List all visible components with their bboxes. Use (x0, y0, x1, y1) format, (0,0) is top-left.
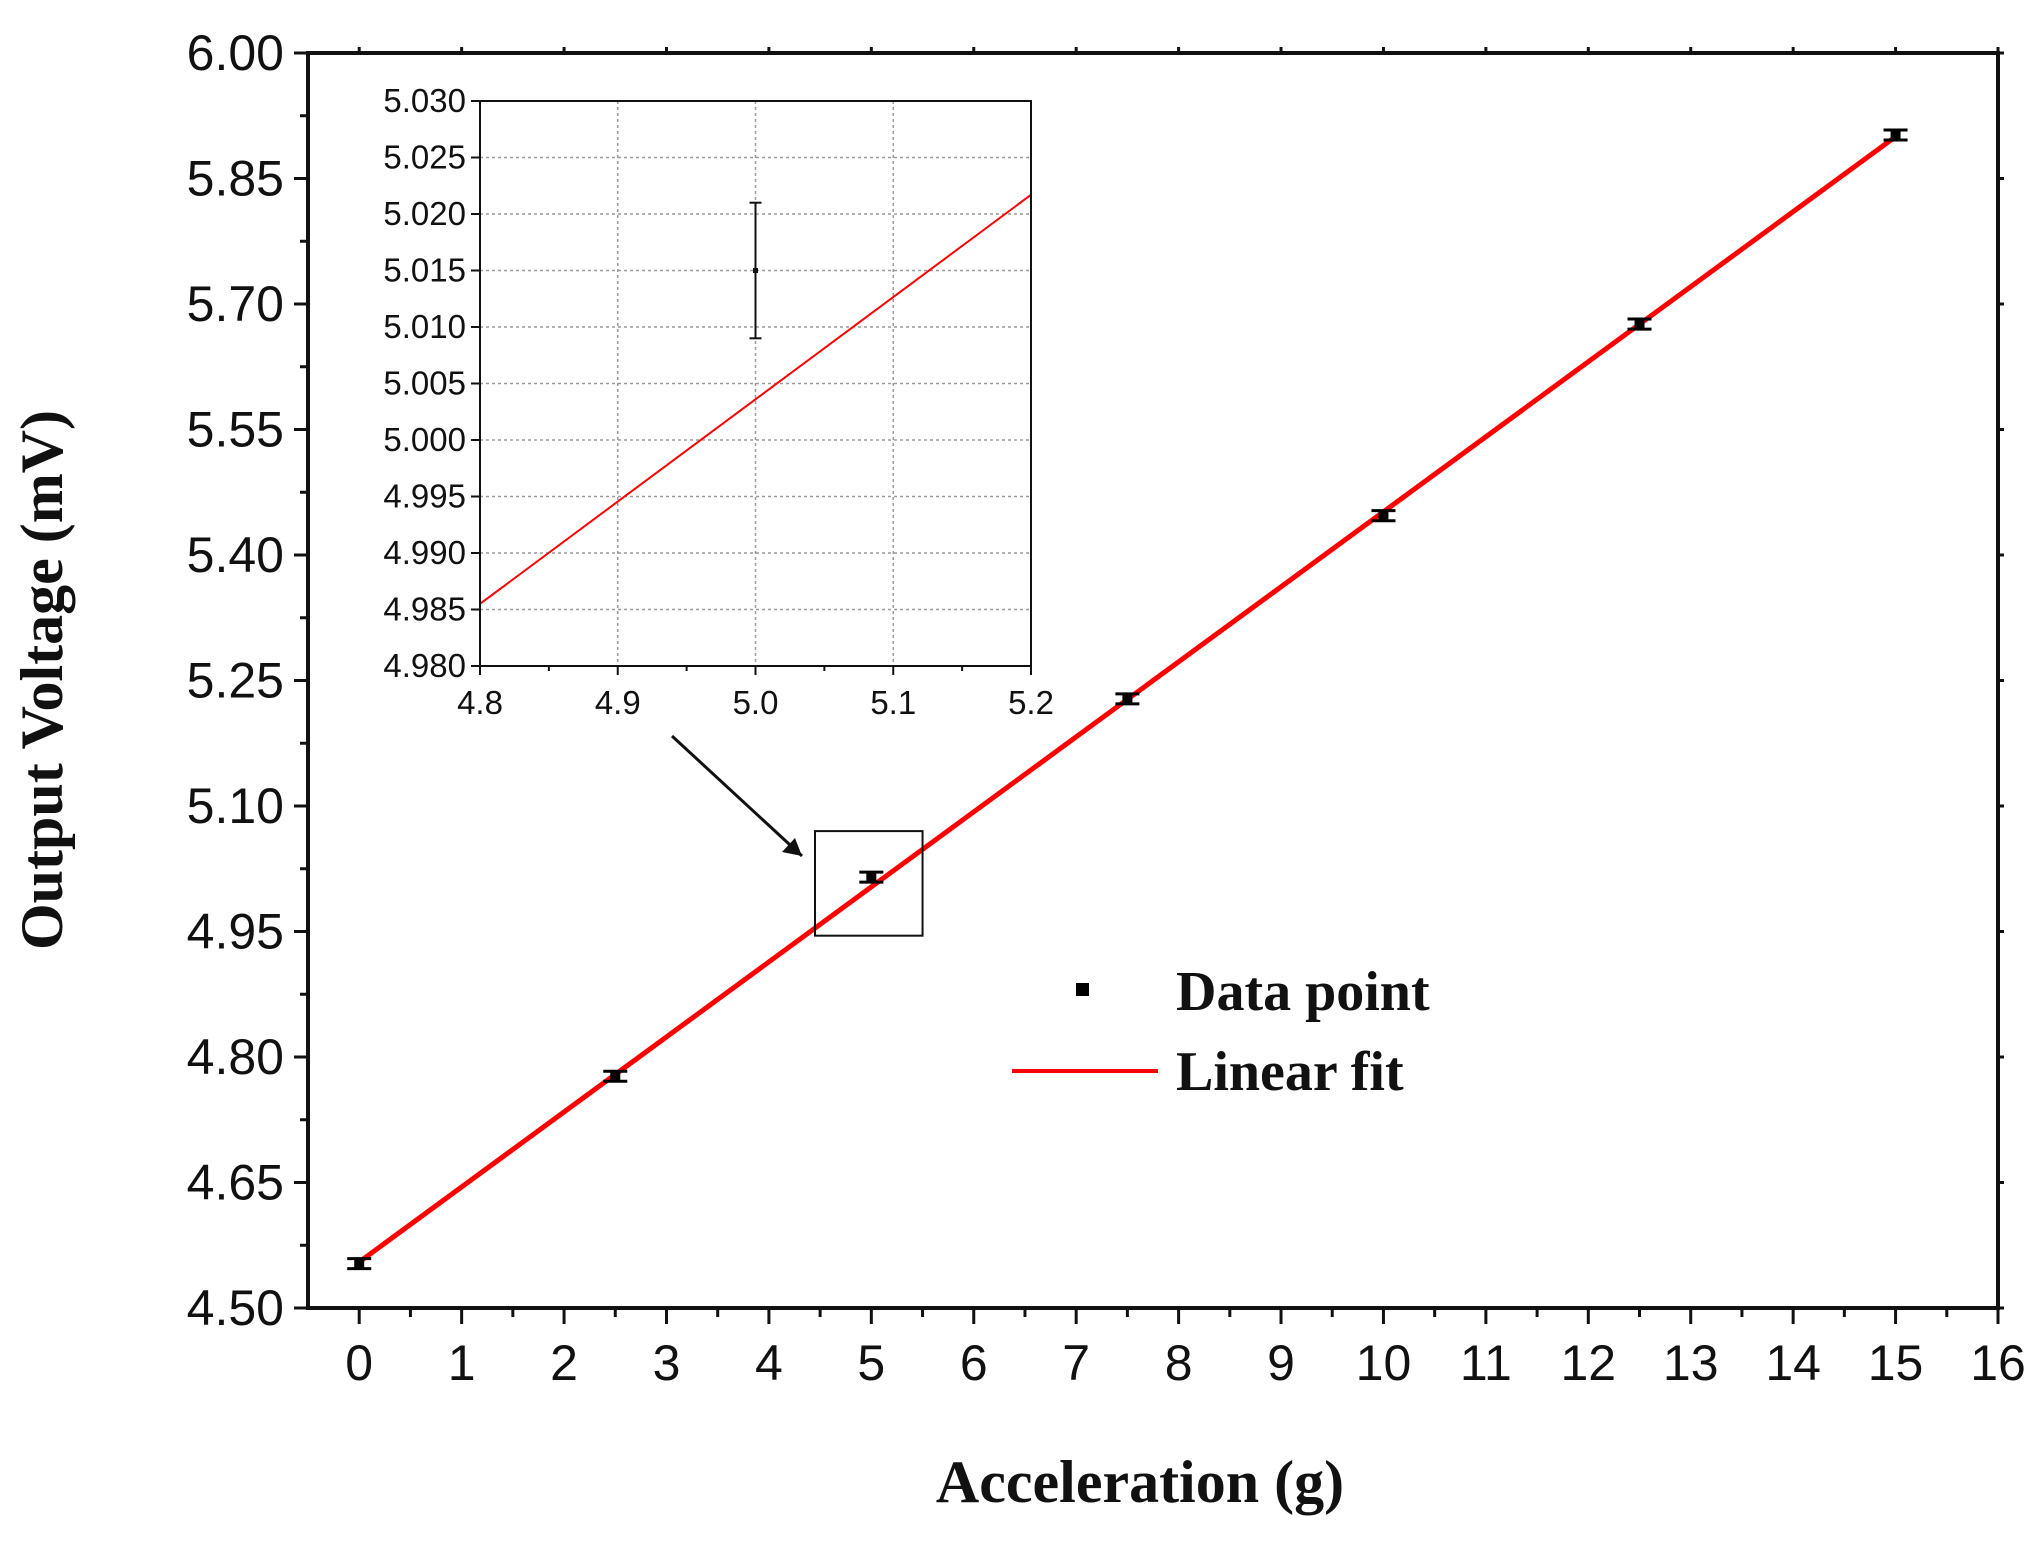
x-tick-label: 16 (1970, 1335, 2026, 1391)
y-tick-labels: 4.50 4.65 4.80 4.95 5.10 5.25 5.40 5.55 5.70 5.85… (187, 25, 284, 1336)
inset-y-tick-label: 5.025 (383, 139, 466, 176)
inset-y-tick-label: 4.980 (383, 647, 466, 684)
inset-point-marker (753, 268, 758, 273)
main-axis-ticks (294, 47, 2004, 1324)
data-point (610, 1071, 621, 1082)
legend-label-data-point: Data point (1176, 961, 1430, 1023)
x-tick-label: 5 (857, 1335, 885, 1391)
y-axis-title: Output Voltage (mV) (9, 410, 75, 950)
x-tick-labels: 0 1 2 3 4 5 6 7 8 9 10 11 12 13 14 15 16 (345, 1335, 2026, 1391)
x-tick-label: 7 (1062, 1335, 1090, 1391)
y-tick-label: 5.25 (187, 653, 284, 709)
inset-x-tick-label: 5.0 (733, 684, 779, 721)
x-tick-label: 4 (755, 1335, 783, 1391)
y-tick-label: 5.10 (187, 778, 284, 834)
inset-y-tick-labels: 4.980 4.985 4.990 4.995 5.000 5.005 5.010 5.015… (383, 82, 466, 684)
inset-y-tick-label: 4.995 (383, 478, 466, 515)
inset-y-tick-label: 5.000 (383, 421, 466, 458)
data-point (1378, 510, 1389, 521)
zoom-highlight-box (814, 830, 924, 937)
inset-plot: 4.980 4.985 4.990 4.995 5.000 5.005 5.010 5.015… (383, 82, 1054, 721)
inset-y-tick-label: 5.005 (383, 365, 466, 402)
legend-marker-data-point (1076, 983, 1089, 996)
inset-y-tick-label: 4.985 (383, 591, 466, 628)
inset-y-tick-label: 4.990 (383, 534, 466, 571)
inset-y-tick-label: 5.020 (383, 195, 466, 232)
x-tick-label: 14 (1765, 1335, 1821, 1391)
inset-axis-ticks (471, 100, 1032, 675)
x-tick-label: 6 (960, 1335, 988, 1391)
y-tick-label: 5.70 (187, 276, 284, 332)
inset-x-tick-labels: 4.8 4.9 5.0 5.1 5.2 (457, 684, 1054, 721)
inset-grid (480, 101, 1031, 666)
legend: Data point Linear fit (1012, 961, 1430, 1103)
zoom-arrow-line (670, 734, 804, 858)
x-tick-label: 3 (653, 1335, 681, 1391)
inset-data-point (749, 201, 762, 340)
x-tick-label: 1 (448, 1335, 476, 1391)
inset-y-tick-label: 5.030 (383, 82, 466, 119)
x-tick-label: 15 (1868, 1335, 1924, 1391)
y-tick-label: 5.85 (187, 151, 284, 207)
x-axis-title: Acceleration (g) (936, 1449, 1344, 1515)
inset-fit-segment (479, 193, 1032, 605)
x-tick-label: 8 (1165, 1335, 1193, 1391)
inset-x-tick-label: 5.2 (1008, 684, 1054, 721)
data-point (354, 1258, 365, 1269)
x-tick-label: 12 (1560, 1335, 1616, 1391)
main-plot: 4.504.654.804.955.105.255.405.555.705.85… (187, 25, 2026, 1391)
y-tick-label: 6.00 (187, 25, 284, 81)
y-tick-label: 4.50 (187, 1280, 284, 1336)
x-tick-label: 9 (1267, 1335, 1295, 1391)
data-point (1634, 319, 1645, 330)
data-point (1122, 693, 1133, 704)
inset-y-tick-label: 5.015 (383, 252, 466, 289)
legend-label-linear-fit: Linear fit (1176, 1041, 1404, 1103)
y-tick-label: 4.80 (187, 1029, 284, 1085)
inset-x-tick-label: 4.9 (595, 684, 641, 721)
inset-x-tick-label: 4.8 (457, 684, 503, 721)
y-tick-label: 5.55 (187, 402, 284, 458)
data-point (1890, 129, 1901, 140)
y-tick-label: 4.65 (187, 1155, 284, 1211)
inset-y-tick-label: 5.010 (383, 308, 466, 345)
x-tick-label: 0 (345, 1335, 373, 1391)
inset-fit-line (479, 193, 1032, 605)
x-tick-label: 13 (1663, 1335, 1719, 1391)
data-point-series (347, 128, 1908, 1271)
zoom-arrow (670, 734, 804, 858)
x-tick-label: 2 (550, 1335, 578, 1391)
y-tick-label: 4.95 (187, 904, 284, 960)
inset-x-tick-label: 5.1 (870, 684, 916, 721)
data-point (866, 872, 877, 883)
x-tick-label: 11 (1460, 1335, 1512, 1391)
y-tick-label: 5.40 (187, 527, 284, 583)
x-tick-label: 10 (1356, 1335, 1412, 1391)
zoom-arrow-head (782, 838, 802, 856)
